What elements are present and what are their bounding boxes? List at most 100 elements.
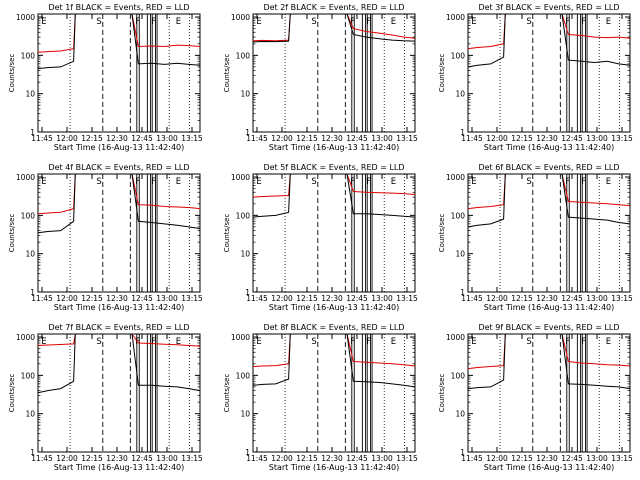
x-tick-label: 12:45 <box>131 134 153 143</box>
chart-title: Det 4f BLACK = Events, RED = LLD <box>48 163 189 172</box>
interval-marker: F <box>350 177 355 187</box>
x-tick-label: 12:00 <box>271 134 293 143</box>
events-series-line <box>346 13 416 42</box>
x-tick-label: 12:00 <box>271 294 293 303</box>
events-series-line <box>131 333 201 392</box>
interval-marker: F <box>350 337 355 347</box>
interval-marker: E <box>256 337 261 347</box>
interval-marker: E <box>176 337 181 347</box>
x-tick-label: 12:30 <box>106 294 128 303</box>
interval-marker: E <box>391 17 396 27</box>
interval-marker: F <box>581 177 586 187</box>
interval-marker: E <box>256 177 261 187</box>
x-tick-label: 12:45 <box>561 294 583 303</box>
x-tick-label: 13:15 <box>611 294 633 303</box>
y-tick-label: 1 <box>245 128 250 137</box>
x-tick-label: 13:15 <box>396 454 418 463</box>
interval-marker: S <box>526 17 531 27</box>
interval-marker: E <box>41 17 46 27</box>
x-tick-label: 11:45 <box>461 134 483 143</box>
interval-marker: E <box>606 17 611 27</box>
interval-marker: F <box>366 337 371 347</box>
x-tick-label: 11:45 <box>461 294 483 303</box>
x-axis-label: Start Time (16-Aug-13 11:42:40) <box>484 303 615 312</box>
x-tick-label: 12:00 <box>271 454 293 463</box>
y-tick-label: 1000 <box>231 13 250 22</box>
x-tick-label: 12:45 <box>561 454 583 463</box>
y-tick-label: 10 <box>25 90 35 99</box>
interval-marker: S <box>311 17 316 27</box>
chart-title: Det 8f BLACK = Events, RED = LLD <box>263 323 404 332</box>
y-tick-label: 10 <box>240 410 250 419</box>
events-series-line <box>346 173 416 218</box>
events-series-line <box>37 333 76 394</box>
interval-marker: E <box>606 337 611 347</box>
x-tick-label: 12:30 <box>536 454 558 463</box>
x-tick-label: 11:45 <box>31 454 53 463</box>
x-tick-label: 13:15 <box>181 454 203 463</box>
y-tick-label: 1 <box>460 448 465 457</box>
chart-title: Det 5f BLACK = Events, RED = LLD <box>263 163 404 172</box>
lld-series-line <box>131 333 201 347</box>
x-tick-label: 12:45 <box>346 134 368 143</box>
x-tick-label: 12:15 <box>296 454 318 463</box>
x-tick-label: 12:30 <box>321 454 343 463</box>
plot-frame <box>37 13 201 133</box>
lld-series-line <box>37 333 76 346</box>
interval-marker: S <box>96 177 101 187</box>
plot-frame <box>467 333 631 453</box>
chart-title: Det 3f BLACK = Events, RED = LLD <box>478 3 619 12</box>
x-tick-label: 13:15 <box>181 134 203 143</box>
plot-frame <box>252 333 416 453</box>
x-tick-label: 12:00 <box>56 294 78 303</box>
x-axis-label: Start Time (16-Aug-13 11:42:40) <box>269 143 400 152</box>
y-tick-label: 100 <box>21 211 36 220</box>
x-tick-label: 13:00 <box>586 294 608 303</box>
x-axis-label: Start Time (16-Aug-13 11:42:40) <box>484 143 615 152</box>
x-tick-label: 13:15 <box>396 294 418 303</box>
x-tick-label: 12:30 <box>321 134 343 143</box>
x-tick-label: 11:45 <box>246 134 268 143</box>
x-tick-label: 12:00 <box>486 454 508 463</box>
y-tick-label: 10 <box>455 410 465 419</box>
plot-frame <box>252 13 416 133</box>
interval-marker: S <box>311 177 316 187</box>
events-series-line <box>561 333 631 390</box>
y-tick-label: 10 <box>240 90 250 99</box>
y-tick-label: 10 <box>455 90 465 99</box>
x-tick-label: 12:15 <box>81 294 103 303</box>
interval-marker: F <box>366 17 371 27</box>
y-axis-label: Counts/sec <box>8 54 16 93</box>
events-series-line <box>467 333 506 390</box>
events-series-line <box>37 173 76 234</box>
y-axis-label: Counts/sec <box>8 214 16 253</box>
x-axis-label: Start Time (16-Aug-13 11:42:40) <box>269 463 400 472</box>
interval-marker: F <box>135 177 140 187</box>
x-tick-label: 13:00 <box>156 134 178 143</box>
x-tick-label: 11:45 <box>246 294 268 303</box>
interval-marker: S <box>311 337 316 347</box>
chart-title: Det 9f BLACK = Events, RED = LLD <box>478 323 619 332</box>
x-tick-label: 12:00 <box>486 134 508 143</box>
x-tick-label: 13:00 <box>156 294 178 303</box>
events-series-line <box>131 13 201 66</box>
y-tick-label: 100 <box>21 51 36 60</box>
x-axis-label: Start Time (16-Aug-13 11:42:40) <box>484 463 615 472</box>
y-tick-label: 100 <box>451 51 466 60</box>
y-tick-label: 1000 <box>446 173 465 182</box>
events-series-line <box>252 173 291 218</box>
lld-series-line <box>561 333 631 367</box>
interval-marker: E <box>471 17 476 27</box>
events-series-line <box>37 13 76 70</box>
x-tick-label: 13:15 <box>611 454 633 463</box>
lld-series-line <box>561 173 631 207</box>
y-tick-label: 1 <box>460 288 465 297</box>
y-axis-label: Counts/sec <box>223 374 231 413</box>
